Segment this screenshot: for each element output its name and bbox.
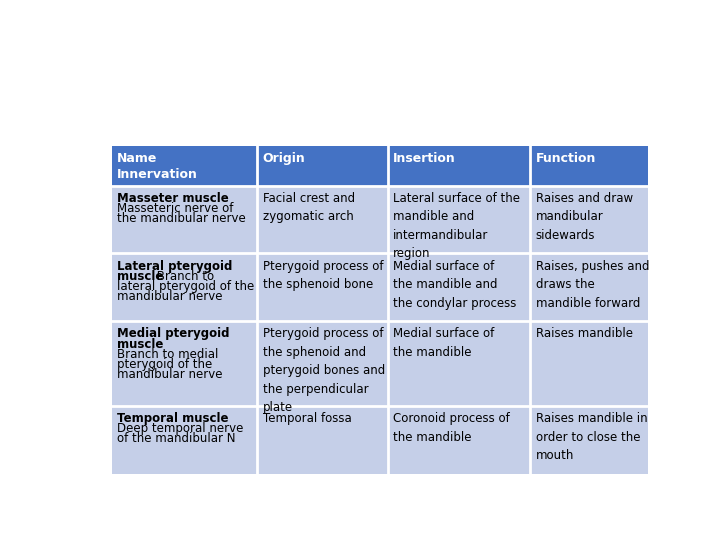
- Text: muscle: muscle: [117, 338, 163, 350]
- Bar: [387, 186, 530, 253]
- Text: Raises mandible: Raises mandible: [536, 327, 633, 340]
- Text: Lateral surface of the
mandible and
intermandibular
region: Lateral surface of the mandible and inte…: [393, 192, 520, 260]
- Text: Medial surface of
the mandible: Medial surface of the mandible: [393, 327, 494, 359]
- Text: Raises mandible in
order to close the
mouth: Raises mandible in order to close the mo…: [536, 412, 647, 462]
- Bar: [530, 406, 660, 474]
- Text: muscle: muscle: [117, 270, 163, 283]
- Bar: [258, 146, 387, 186]
- Text: Branch to medial: Branch to medial: [117, 348, 218, 361]
- Bar: [387, 253, 530, 321]
- Text: Coronoid process of
the mandible: Coronoid process of the mandible: [393, 412, 510, 443]
- Text: Name
Innervation: Name Innervation: [117, 152, 198, 181]
- Text: Raises, pushes and
draws the
mandible forward: Raises, pushes and draws the mandible fo…: [536, 260, 649, 309]
- Text: lateral pterygoid of the: lateral pterygoid of the: [117, 280, 254, 293]
- Bar: [530, 253, 660, 321]
- Text: Masseter muscle: Masseter muscle: [117, 192, 229, 205]
- Bar: [112, 186, 258, 253]
- Text: Temporal fossa: Temporal fossa: [263, 412, 351, 425]
- Bar: [530, 186, 660, 253]
- Bar: [387, 321, 530, 406]
- Bar: [530, 146, 660, 186]
- Bar: [112, 253, 258, 321]
- Text: Insertion: Insertion: [393, 152, 456, 165]
- Text: Temporal muscle: Temporal muscle: [117, 412, 229, 425]
- Text: Pterygoid process of
the sphenoid bone: Pterygoid process of the sphenoid bone: [263, 260, 383, 291]
- Text: Deep temporal nerve: Deep temporal nerve: [117, 422, 243, 435]
- Text: Pterygoid process of
the sphenoid and
pterygoid bones and
the perpendicular
plat: Pterygoid process of the sphenoid and pt…: [263, 327, 385, 414]
- Bar: [258, 186, 387, 253]
- Text: Masseteric nerve of: Masseteric nerve of: [117, 202, 233, 215]
- Text: Medial pterygoid: Medial pterygoid: [117, 327, 230, 340]
- Bar: [387, 406, 530, 474]
- Bar: [258, 321, 387, 406]
- Text: Branch to: Branch to: [153, 270, 214, 283]
- Text: Medial surface of
the mandible and
the condylar process: Medial surface of the mandible and the c…: [393, 260, 516, 309]
- Text: mandibular nerve: mandibular nerve: [117, 368, 222, 381]
- Bar: [112, 406, 258, 474]
- Text: Function: Function: [536, 152, 596, 165]
- Bar: [387, 146, 530, 186]
- Text: Raises and draw
mandibular
sidewards: Raises and draw mandibular sidewards: [536, 192, 633, 242]
- Bar: [530, 321, 660, 406]
- Bar: [112, 321, 258, 406]
- Text: pterygoid of the: pterygoid of the: [117, 358, 212, 371]
- Bar: [258, 253, 387, 321]
- Text: Facial crest and
zygomatic arch: Facial crest and zygomatic arch: [263, 192, 355, 224]
- Text: the mandibular nerve: the mandibular nerve: [117, 212, 246, 225]
- Text: Origin: Origin: [263, 152, 305, 165]
- Bar: [112, 146, 258, 186]
- Text: Lateral pterygoid: Lateral pterygoid: [117, 260, 233, 273]
- Bar: [258, 406, 387, 474]
- Text: of the mandibular N: of the mandibular N: [117, 433, 235, 446]
- Text: mandibular nerve: mandibular nerve: [117, 290, 222, 303]
